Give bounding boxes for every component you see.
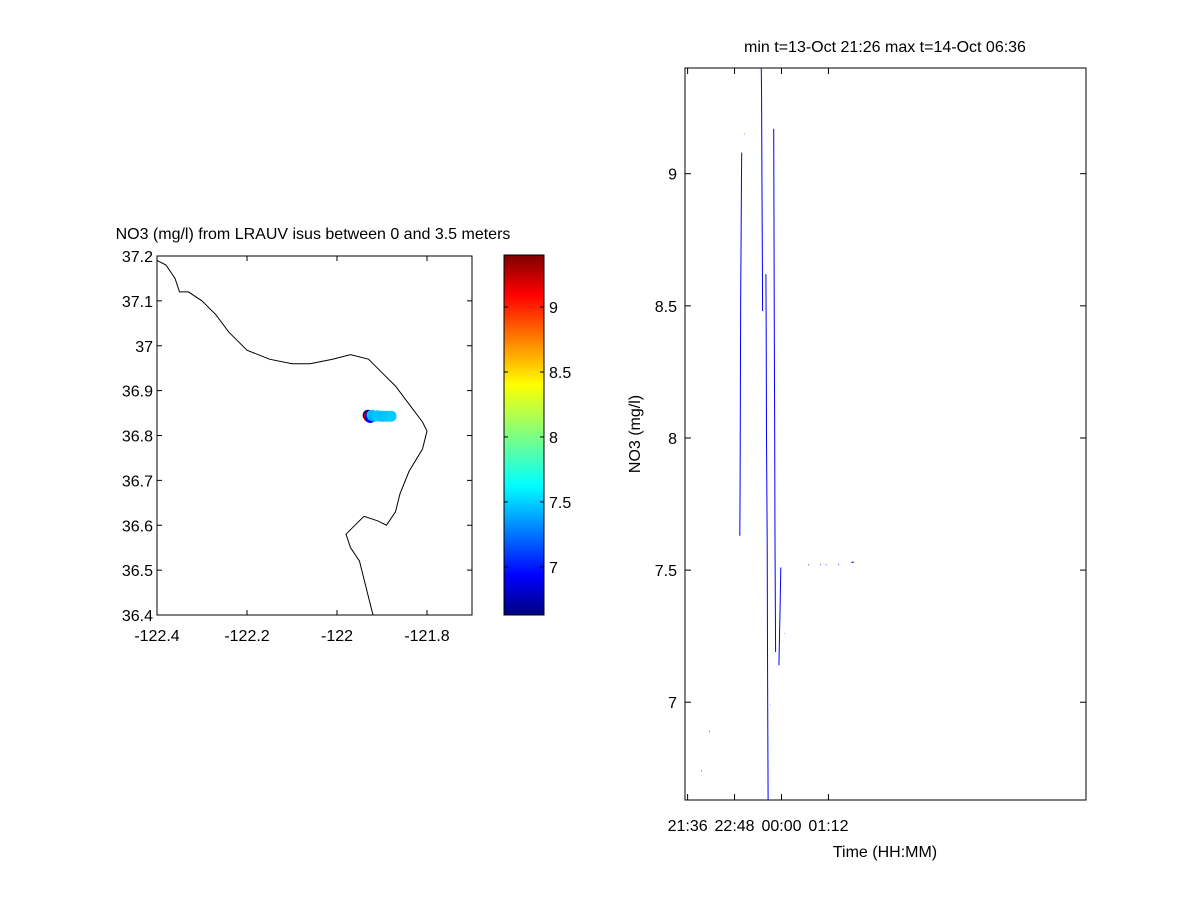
map-point-9 (385, 410, 397, 422)
timeseries-ytick-label: 8 (668, 431, 677, 448)
map-xtick-label: -122.2 (224, 628, 269, 645)
timeseries-title: min t=13-Oct 21:26 max t=14-Oct 06:36 (744, 39, 1026, 56)
timeseries-segment-7 (773, 128, 777, 653)
map-ytick-label: 36.7 (122, 473, 153, 490)
map-xtick-label: -122 (321, 628, 353, 645)
timeseries-xlabel: Time (HH:MM) (833, 844, 937, 861)
colorbar-tick-label: 7 (549, 560, 558, 577)
timeseries-xtick-label: 21:36 (668, 818, 708, 835)
timeseries-xtick-label: 01:12 (808, 818, 848, 835)
timeseries-segment-2 (739, 152, 743, 536)
timeseries-segment-4 (760, 68, 764, 312)
timeseries-segment-8 (778, 567, 782, 666)
colorbar: 7 7.5 8 8.5 9 (503, 254, 571, 616)
timeseries-ytick-label: 7 (668, 695, 677, 712)
map-xtick-label: -121.8 (404, 628, 449, 645)
map-y-ticks: 36.4 36.5 36.6 36.7 36.8 36.9 37 37.1 37.2 (122, 249, 472, 625)
colorbar-ticks: 7 7.5 8 8.5 9 (504, 300, 571, 577)
colorbar-tick-label: 7.5 (549, 495, 571, 512)
map-ytick-label: 36.6 (122, 518, 153, 535)
map-ytick-label: 37.1 (122, 294, 153, 311)
map-ytick-label: 37.2 (122, 249, 153, 266)
timeseries-ytick-label: 7.5 (655, 563, 677, 580)
colorbar-gradient (503, 254, 545, 616)
map-ytick-label: 36.9 (122, 384, 153, 401)
timeseries-ylabel: NO3 (mg/l) (627, 395, 644, 473)
timeseries-ytick-label: 8.5 (655, 299, 677, 316)
map-ytick-label: 36.5 (122, 563, 153, 580)
timeseries-xtick-label: 22:48 (715, 818, 755, 835)
timeseries-x-ticks: 21:36 22:48 00:00 01:12 (668, 68, 849, 835)
colorbar-tick-label: 8 (549, 430, 558, 447)
map-xtick-label: -122.4 (134, 628, 179, 645)
coastline (157, 260, 428, 615)
map-ytick-label: 36.8 (122, 429, 153, 446)
map-coastline-group (157, 260, 428, 615)
map-plot: NO3 (mg/l) from LRAUV isus between 0 and… (116, 226, 511, 645)
colorbar-tick-label: 8.5 (549, 365, 571, 382)
map-ytick-label: 36.4 (122, 608, 153, 625)
map-points (362, 409, 397, 423)
timeseries-lines (701, 68, 854, 800)
timeseries-segment-5 (765, 274, 769, 800)
timeseries-y-ticks: 7 7.5 8 8.5 9 (655, 167, 1086, 712)
timeseries-axes-frame (684, 67, 1087, 801)
colorbar-tick-label: 9 (549, 300, 558, 317)
map-title: NO3 (mg/l) from LRAUV isus between 0 and… (116, 226, 511, 243)
timeseries-ytick-label: 9 (668, 167, 677, 184)
timeseries-plot: min t=13-Oct 21:26 max t=14-Oct 06:36 21… (627, 39, 1087, 861)
timeseries-xtick-label: 00:00 (761, 818, 801, 835)
map-axes-frame (156, 255, 473, 616)
map-x-ticks: -122.4 -122.2 -122 -121.8 (134, 256, 450, 645)
map-ytick-label: 37 (135, 339, 153, 356)
